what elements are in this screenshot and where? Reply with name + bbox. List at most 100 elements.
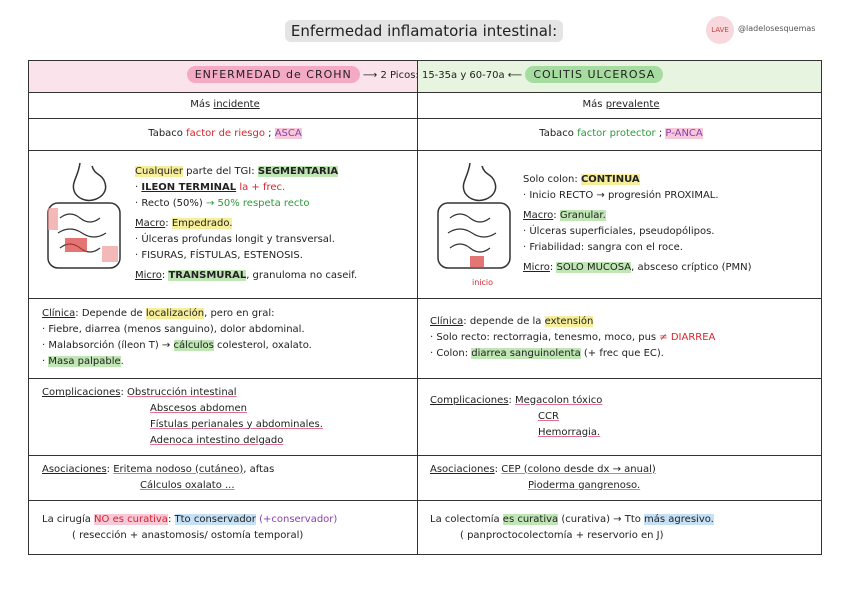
text-segment: (+conservador) (255, 513, 338, 525)
text-segment: : depende de la (463, 316, 545, 327)
text-line: · Recto (50%) → 50% respeta recto (135, 196, 408, 212)
text-segment: CCR (538, 410, 559, 422)
text-segment: Adenoca intestino delgado (150, 434, 284, 446)
header-item: ⟶ (359, 70, 381, 81)
text-segment: · Colon: (430, 348, 472, 359)
header-item: COLITIS ULCEROSA (525, 66, 664, 83)
text-segment: ; (264, 128, 275, 139)
row-line (29, 455, 821, 456)
text-segment: · Recto (50%) (135, 198, 206, 209)
text-segment: Asociaciones (42, 463, 107, 475)
text-segment: , granuloma no caseif. (246, 270, 358, 281)
text-line: La colectomía es curativa (curativa) → T… (430, 512, 812, 528)
text-segment: Macro (135, 218, 166, 229)
text-segment: · (42, 356, 49, 367)
text-line: Cualquier parte del TGI: SEGMENTARIA (135, 164, 408, 180)
text-line: · Fiebre, diarrea (menos sanguino), dolo… (42, 322, 408, 338)
divider (417, 61, 418, 554)
text-segment: cálculos (173, 340, 214, 351)
cell-right: Tabaco factor protector ; P-ANCA (430, 118, 812, 150)
text-segment: · Úlceras superficiales, pseudopólipos. (523, 226, 715, 237)
cu-illustration (437, 162, 511, 269)
text-line: Clínica: Depende de localización, pero e… (42, 306, 408, 322)
text-segment: Cálculos oxalato ... (140, 479, 235, 491)
text-segment: Macro (523, 210, 554, 221)
text-segment: prevalente (605, 99, 660, 110)
text-segment: Empedrado. (171, 218, 233, 229)
text-segment: colesterol, oxalato. (213, 340, 312, 351)
text-segment: NO es curativa (94, 513, 168, 525)
text-segment: Tabaco (148, 128, 187, 139)
text-line: Micro: SOLO MUCOSA, absceso críptico (PM… (523, 260, 812, 276)
text-segment: , absceso críptico (PMN) (631, 262, 752, 273)
text-segment: factor de riesgo (186, 128, 265, 139)
cell-left: Más incidente (42, 92, 408, 118)
cell-left: Asociaciones: Eritema nodoso (cutáneo), … (42, 455, 408, 500)
text-segment: ; (655, 128, 666, 139)
text-segment: ILEON TERMINAL (141, 182, 237, 193)
text-segment: parte del TGI: (182, 166, 258, 177)
text-segment: SEGMENTARIA (257, 166, 339, 177)
cell-left: La cirugía NO es curativa: Tto conservad… (42, 500, 408, 555)
text-segment: Micro (523, 262, 550, 273)
text-line: ( resección + anastomosis/ ostomía tempo… (72, 528, 408, 544)
text-segment: Cualquier (135, 166, 183, 177)
text-line: · ILEON TERMINAL la + frec. (135, 180, 408, 196)
text-line: · Solo recto: rectorragia, tenesmo, moco… (430, 330, 812, 346)
row-line (29, 92, 821, 93)
text-segment: incidente (213, 99, 260, 110)
text-line: Tabaco factor protector ; P-ANCA (539, 126, 703, 142)
text-segment: : (494, 463, 502, 475)
text-line: · Úlceras profundas longit y transversal… (135, 232, 408, 248)
text-line: CCR (538, 409, 812, 425)
text-segment: Obstrucción intestinal (127, 386, 237, 398)
row-line (29, 150, 821, 151)
title: Enfermedad inflamatoria intestinal: (0, 20, 848, 42)
text-segment: Clínica (430, 316, 464, 327)
cell-right: La colectomía es curativa (curativa) → T… (430, 500, 812, 555)
text-segment: → 50% respeta recto (205, 198, 310, 209)
text-line: Fístulas perianales y abdominales. (150, 417, 408, 433)
text-segment: Masa palpable (48, 356, 121, 367)
text-segment: Complicaciones (430, 394, 509, 406)
text-line: · Úlceras superficiales, pseudopólipos. (523, 224, 812, 240)
text-segment: , pero en gral: (204, 308, 275, 319)
header-item: ENFERMEDAD de CROHN (186, 66, 360, 83)
text-segment: · Solo recto: rectorragia, tenesmo, moco… (430, 332, 660, 343)
text-line: Micro: TRANSMURAL, granuloma no caseif. (135, 268, 408, 284)
text-segment: . (120, 356, 124, 367)
cell-left: Tabaco factor de riesgo ; ASCA (42, 118, 408, 150)
text-segment: ( resección + anastomosis/ ostomía tempo… (72, 529, 304, 541)
header-item: ⟵ (504, 70, 526, 81)
text-segment: · Úlceras profundas longit y transversal… (135, 234, 335, 245)
text-segment: factor protector (577, 128, 656, 139)
text-segment: : Depende de (75, 308, 146, 319)
text-segment: Granular. (559, 210, 606, 221)
row-line (29, 118, 821, 119)
crohn-illustration (47, 162, 121, 269)
text-segment: Abscesos abdomen (150, 402, 247, 414)
text-segment: : (161, 270, 169, 281)
text-segment: más agresivo. (644, 513, 714, 525)
header: ENFERMEDAD de CROHN ⟶ 2 Picos: 15-35a y … (28, 64, 822, 87)
cell-right: Más prevalente (430, 92, 812, 118)
cell-right: Clínica: depende de la extensión · Solo r… (430, 298, 812, 378)
text-segment: CEP (colono desde dx → anual) (501, 463, 656, 475)
text-segment: Eritema nodoso (cutáneo) (113, 463, 244, 475)
text-segment: Solo colon: (523, 174, 581, 185)
cell-left: Complicaciones: Obstrucción intestinal Ab… (42, 378, 408, 455)
text-line: · Inicio RECTO → progresión PROXIMAL. (523, 188, 812, 204)
text-line: · Friabilidad: sangra con el roce. (523, 240, 812, 256)
text-line: Adenoca intestino delgado (150, 433, 408, 449)
text-segment: Más (582, 99, 606, 110)
text-segment: · FISURAS, FÍSTULAS, ESTENOSIS. (135, 250, 303, 261)
text-line: · Malabsorción (íleon T) → cálculos cole… (42, 338, 408, 354)
header-item: 2 Picos: 15-35a y 60-70a (380, 70, 505, 81)
text-segment: , aftas (243, 463, 275, 475)
text-line: · FISURAS, FÍSTULAS, ESTENOSIS. (135, 248, 408, 264)
text-segment: Tto conservador (174, 513, 256, 525)
text-segment: ( panproctocolectomía + reservorio en J) (460, 529, 664, 541)
text-segment: extensión (544, 316, 594, 327)
text-segment: Más (190, 99, 214, 110)
row-line (29, 500, 821, 501)
